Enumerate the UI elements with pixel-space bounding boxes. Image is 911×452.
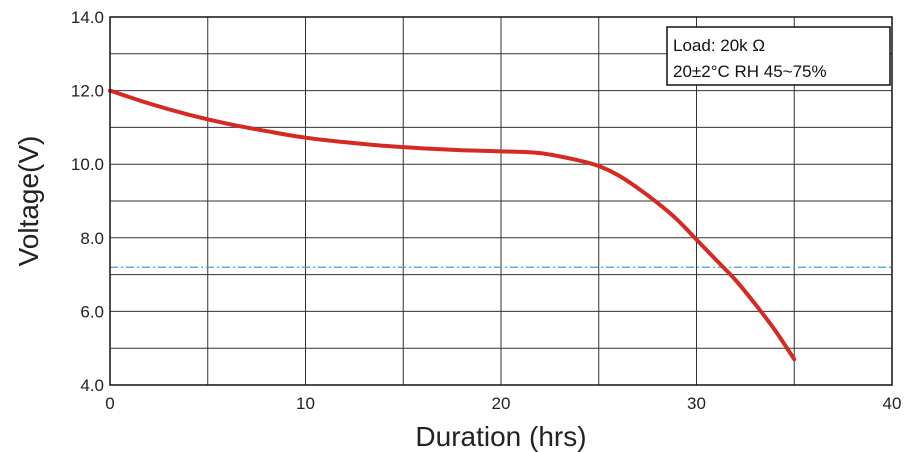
y-tick-label: 6.0 — [80, 302, 104, 321]
legend-line-load: Load: 20k Ω — [673, 36, 765, 55]
x-tick-label: 30 — [687, 394, 706, 413]
x-tick-label: 0 — [105, 394, 114, 413]
y-tick-label: 10.0 — [71, 155, 104, 174]
x-tick-label: 20 — [492, 394, 511, 413]
legend-box: Load: 20k Ω 20±2°C RH 45~75% — [666, 26, 891, 86]
y-tick-labels: 4.0 6.0 8.0 10.0 12.0 14.0 — [71, 8, 104, 395]
series-layer — [108, 88, 797, 362]
legend-frame — [666, 26, 891, 86]
y-axis-title: Voltage(V) — [13, 136, 44, 267]
x-tick-label: 40 — [883, 394, 902, 413]
y-tick-label: 12.0 — [71, 82, 104, 101]
y-tick-label: 14.0 — [71, 8, 104, 27]
x-tick-labels: 0 10 20 30 40 — [105, 394, 901, 413]
y-tick-label: 8.0 — [80, 229, 104, 248]
x-axis-title: Duration (hrs) — [415, 421, 586, 452]
x-tick-label: 10 — [296, 394, 315, 413]
legend-line-conditions: 20±2°C RH 45~75% — [673, 62, 827, 81]
series-line — [108, 88, 797, 362]
y-tick-label: 4.0 — [80, 376, 104, 395]
plot-frame — [109, 16, 893, 386]
